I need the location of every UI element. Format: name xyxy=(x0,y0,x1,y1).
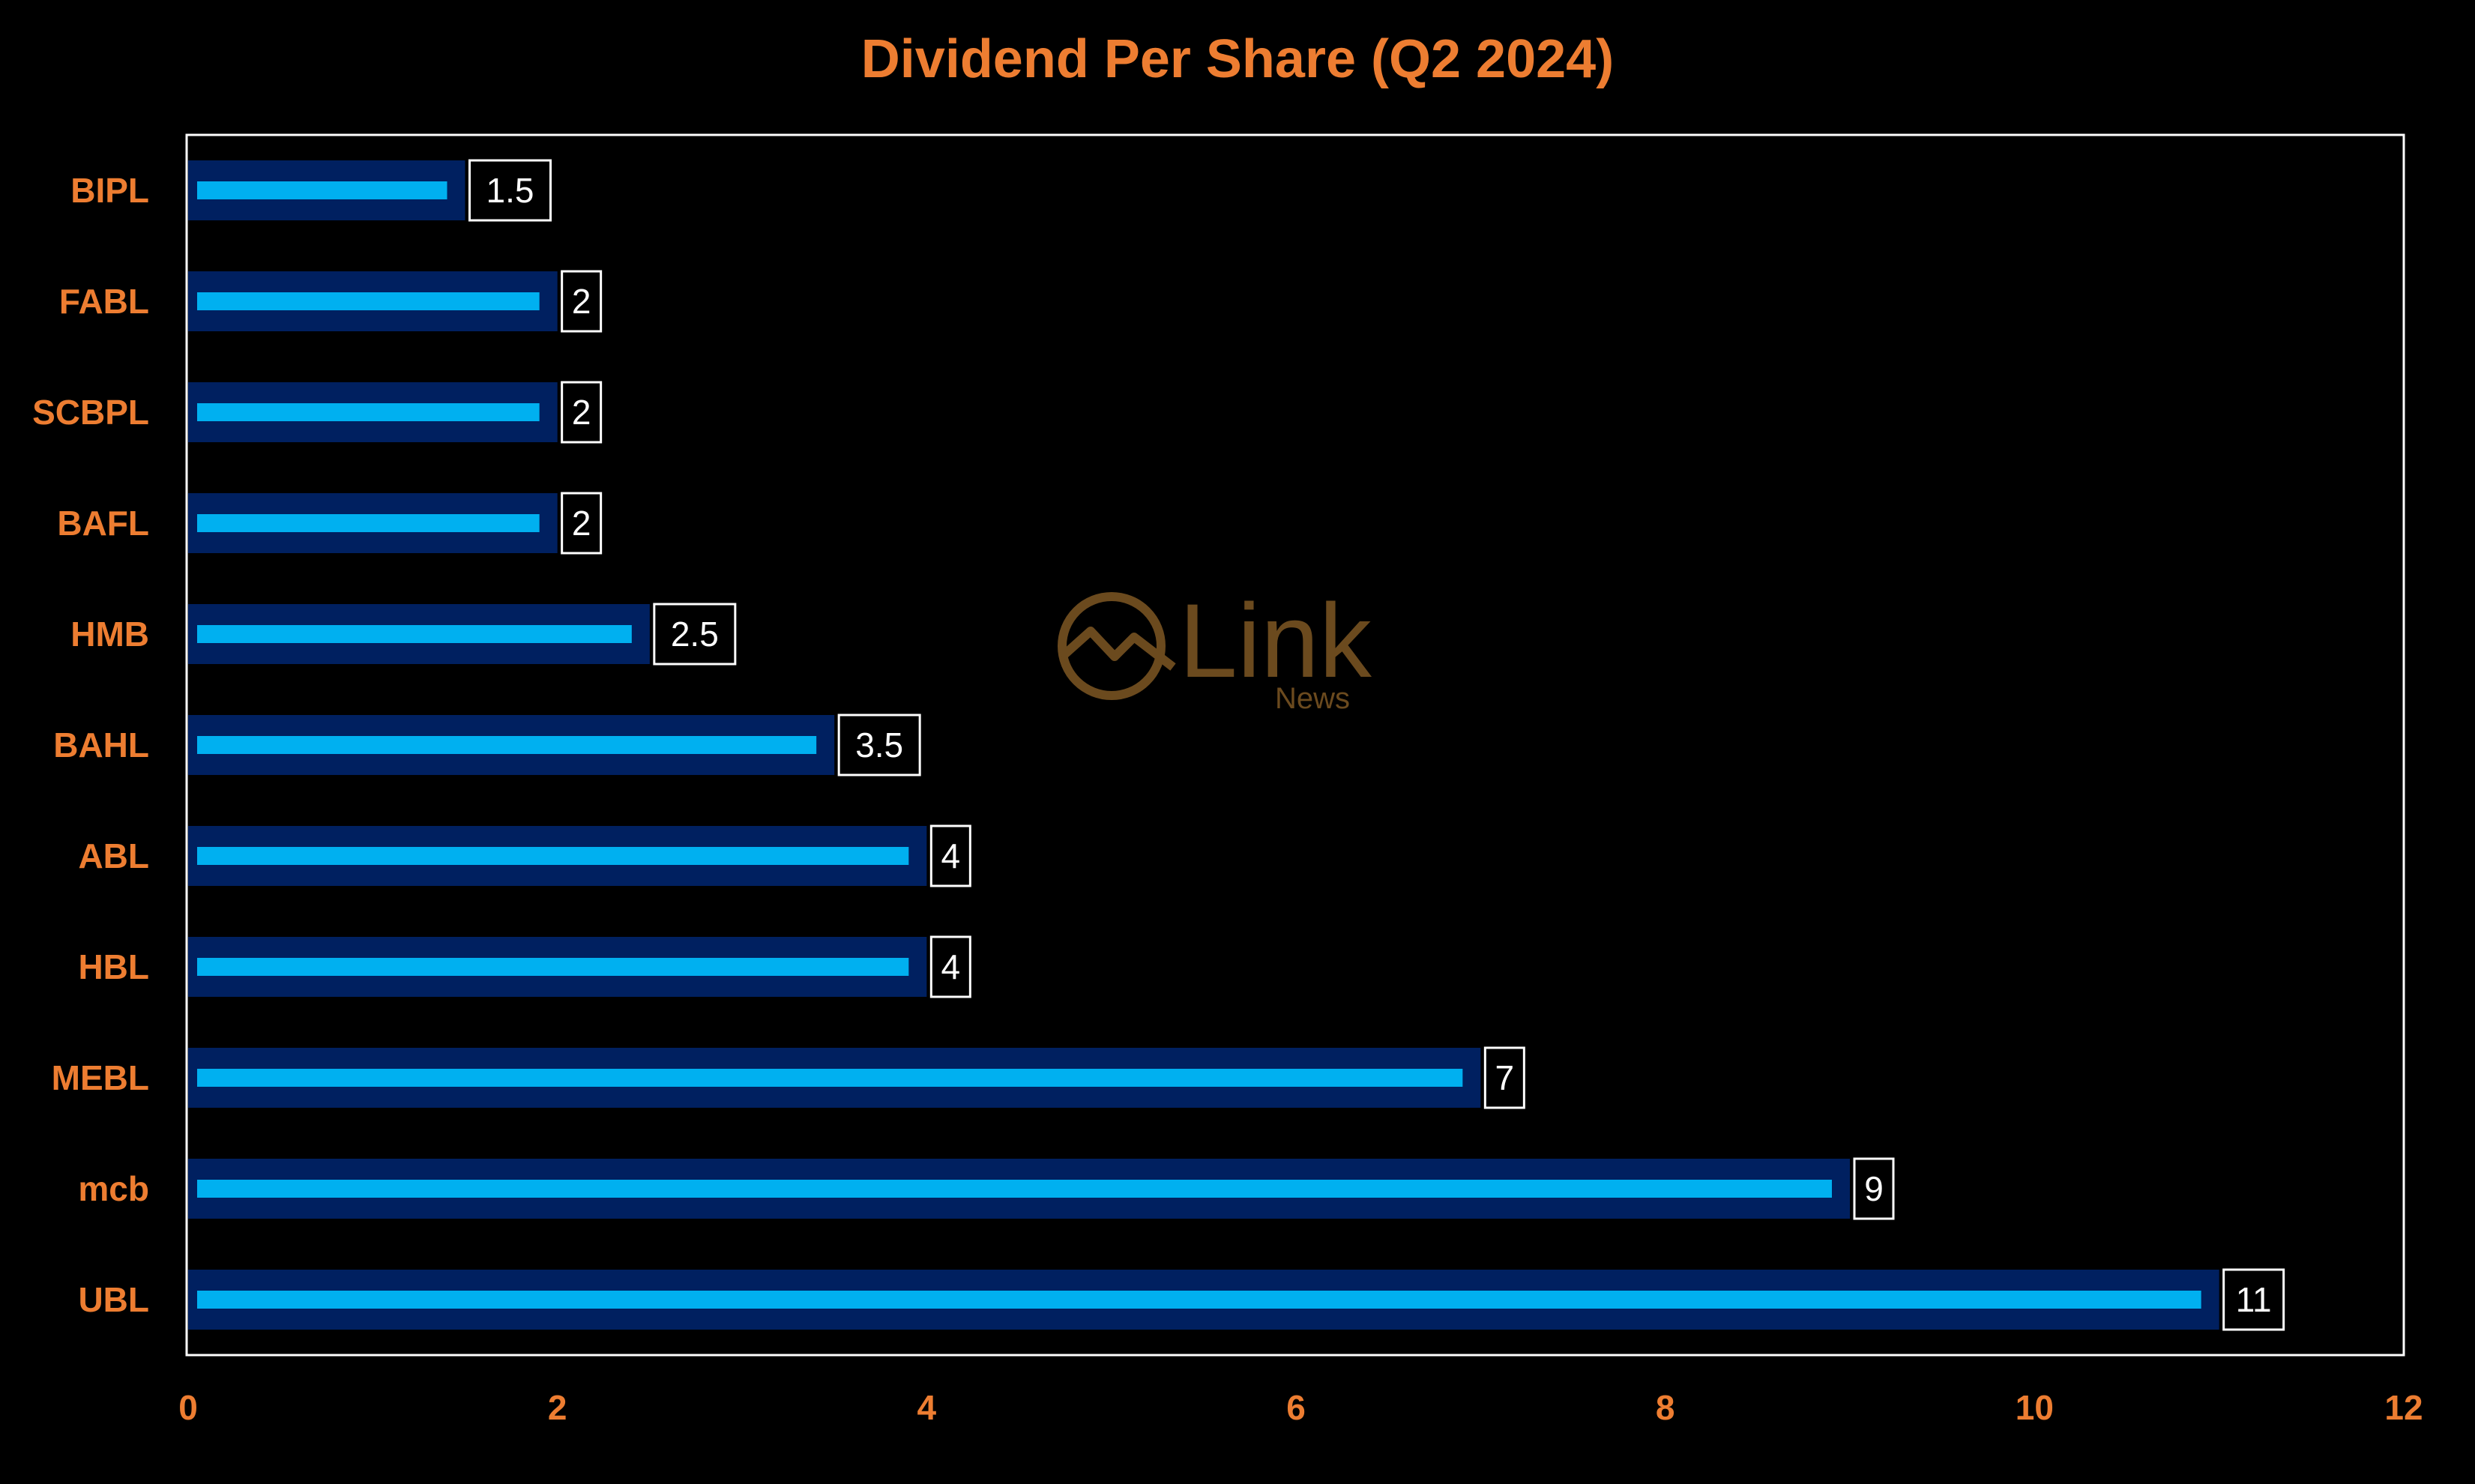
category-label-MEBL: MEBL xyxy=(52,1058,149,1097)
bar-inner-ABL xyxy=(197,847,909,865)
bar-inner-SCBPL xyxy=(197,403,540,421)
data-label-HMB: 2.5 xyxy=(671,615,719,654)
bar-inner-HBL xyxy=(197,958,909,976)
data-label-box-HBL xyxy=(929,935,971,998)
data-label-box-UBL xyxy=(2222,1268,2285,1331)
data-label-box-BIPL xyxy=(468,159,552,222)
data-label-FABL: 2 xyxy=(572,282,591,321)
chart-title: Dividend Per Share (Q2 2024) xyxy=(860,29,1615,89)
category-label-HMB: HMB xyxy=(70,615,149,654)
logo-sub-text: News xyxy=(1275,682,1351,715)
data-label-box-mcb xyxy=(1853,1157,1895,1220)
bars-layer xyxy=(188,160,2219,1330)
data-label-box-ABL xyxy=(929,824,971,887)
x-tick-4: 4 xyxy=(917,1388,937,1427)
data-label-box-SCBPL xyxy=(561,381,603,444)
x-tick-8: 8 xyxy=(1656,1388,1675,1427)
data-label-BIPL: 1.5 xyxy=(486,171,534,210)
bar-inner-MEBL xyxy=(197,1069,1463,1087)
logo-brand-text: Link xyxy=(1179,582,1372,699)
data-label-SCBPL: 2 xyxy=(572,393,591,432)
data-label-box-BAFL xyxy=(561,492,603,555)
x-tick-10: 10 xyxy=(2016,1388,2054,1427)
data-label-MEBL: 7 xyxy=(1495,1058,1515,1097)
data-label-BAHL: 3.5 xyxy=(855,726,903,764)
category-label-ABL: ABL xyxy=(78,836,149,875)
category-label-BAFL: BAFL xyxy=(57,504,149,543)
data-label-ABL: 4 xyxy=(941,836,961,875)
category-label-BAHL: BAHL xyxy=(53,726,149,764)
data-labels: 1.5 2 2 2 2.5 3.5 4 4 7 9 11 xyxy=(468,159,2285,1331)
x-axis-ticks: 0 2 4 6 8 10 12 xyxy=(178,1388,2423,1427)
category-label-mcb: mcb xyxy=(78,1169,149,1208)
category-label-UBL: UBL xyxy=(78,1280,149,1319)
x-tick-6: 6 xyxy=(1286,1388,1306,1427)
plot-area-frame xyxy=(185,133,2405,1357)
bar-inner-FABL xyxy=(197,292,540,310)
bar-inner-BAHL xyxy=(197,736,817,754)
data-label-box-HMB xyxy=(653,603,737,666)
category-labels: BIPL FABL SCBPL BAFL HMB BAHL ABL HBL MEBL mcb UBL xyxy=(32,171,149,1319)
bar-inner-BAFL xyxy=(197,514,540,532)
data-label-mcb: 9 xyxy=(1864,1169,1884,1208)
bar-inner-UBL xyxy=(197,1291,2201,1309)
logo-mark-icon xyxy=(1058,592,1176,700)
bar-inner-BIPL xyxy=(197,181,447,199)
data-label-box-MEBL xyxy=(1483,1046,1525,1109)
category-label-FABL: FABL xyxy=(59,282,149,321)
data-label-HBL: 4 xyxy=(941,947,961,986)
bar-inner-HMB xyxy=(197,625,632,643)
category-label-BIPL: BIPL xyxy=(70,171,149,210)
category-label-HBL: HBL xyxy=(78,947,149,986)
linknews-logo-watermark: Link News xyxy=(1046,585,1375,720)
bar-inner-mcb xyxy=(197,1180,1832,1198)
x-tick-0: 0 xyxy=(178,1388,198,1427)
data-label-UBL: 11 xyxy=(2236,1280,2272,1319)
data-label-box-BAHL xyxy=(837,714,921,776)
x-tick-12: 12 xyxy=(2384,1388,2423,1427)
category-label-SCBPL: SCBPL xyxy=(32,393,149,432)
data-label-box-FABL xyxy=(561,270,603,333)
data-label-BAFL: 2 xyxy=(572,504,591,543)
x-tick-2: 2 xyxy=(548,1388,567,1427)
